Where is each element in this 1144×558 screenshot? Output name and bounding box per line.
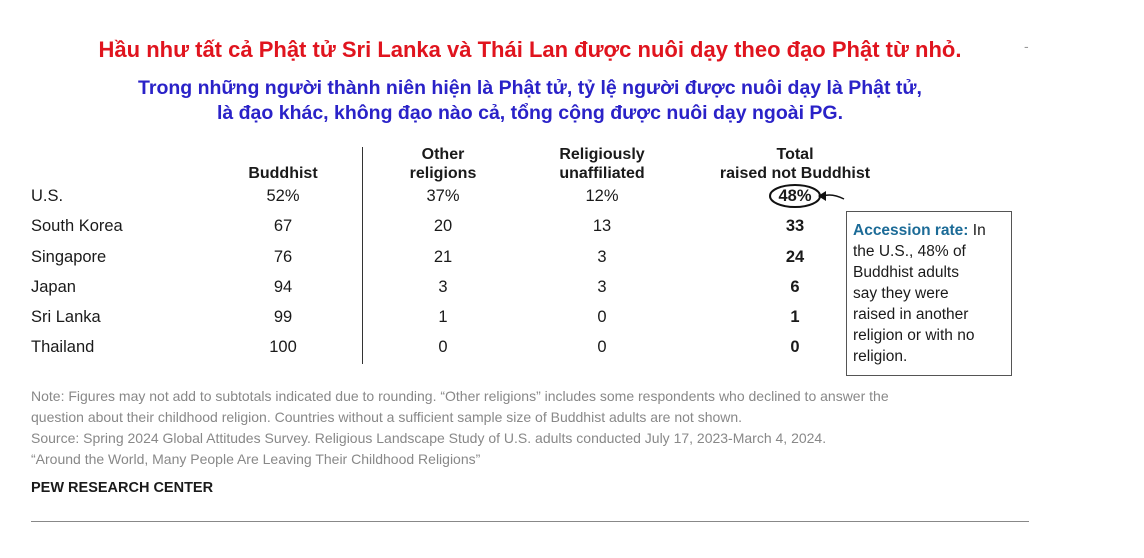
column-header-other-religions: Other religions <box>383 145 503 183</box>
highlight-circle-arrow <box>769 184 845 208</box>
cell-unaffiliated: 13 <box>592 217 612 235</box>
column-header-buddhist: Buddhist <box>223 164 343 183</box>
cell-total: 33 <box>785 217 805 235</box>
cell-unaffiliated: 3 <box>597 278 607 296</box>
subtitle-line-1: Trong những người thành niên hiện là Phậ… <box>138 77 922 99</box>
cell-other-religions: 3 <box>438 278 448 296</box>
annotation-callout: Accession rate: In the U.S., 48% of Budd… <box>846 211 1012 376</box>
cell-total: 0 <box>790 338 800 356</box>
cell-buddhist: 76 <box>273 248 293 266</box>
highlight-ellipse <box>769 184 821 208</box>
organization-credit: PEW RESEARCH CENTER <box>31 480 214 496</box>
table-row: U.S. 52% 37% 12% 48% <box>0 187 840 207</box>
callout-line: religion. <box>853 348 908 365</box>
cell-total: 24 <box>785 248 805 266</box>
cell-other-religions: 20 <box>433 217 453 235</box>
cell-unaffiliated: 0 <box>597 308 607 326</box>
cell-other-religions: 37% <box>426 187 460 205</box>
page-title: Hầu như tất cả Phật tử Sri Lanka và Thái… <box>98 37 962 62</box>
table-row: Japan 94 3 3 6 <box>0 278 840 298</box>
cell-other-religions: 21 <box>433 248 453 266</box>
table-row: Thailand 100 0 0 0 <box>0 338 840 358</box>
arrow-line <box>822 194 845 200</box>
callout-line: religion or with no <box>853 327 975 344</box>
cell-buddhist: 52% <box>266 187 300 205</box>
callout-line: Buddhist adults <box>853 264 959 281</box>
callout-line: raised in another <box>853 306 969 323</box>
cell-unaffiliated: 0 <box>597 338 607 356</box>
cell-unaffiliated: 3 <box>597 248 607 266</box>
cell-buddhist: 94 <box>273 278 293 296</box>
column-header-line: Other <box>421 146 465 163</box>
table-row: South Korea 67 20 13 33 <box>0 217 840 237</box>
cell-total: 48% <box>778 187 812 205</box>
column-header-line: Religiously <box>559 146 645 163</box>
report-title: “Around the World, Many People Are Leavi… <box>31 451 481 467</box>
row-country: Sri Lanka <box>31 308 101 326</box>
cell-buddhist: 99 <box>273 308 293 326</box>
table-row: Sri Lanka 99 1 0 1 <box>0 308 840 328</box>
row-country: U.S. <box>31 187 64 205</box>
arrowhead <box>818 191 826 201</box>
column-header-label: Buddhist <box>248 165 318 182</box>
column-header-line: Total <box>776 146 814 163</box>
callout-line: say they were <box>853 285 949 302</box>
table-row: Singapore 76 21 3 24 <box>0 248 840 268</box>
cell-other-religions: 1 <box>438 308 448 326</box>
cell-buddhist: 100 <box>269 338 297 356</box>
callout-line: the U.S., 48% of <box>853 243 966 260</box>
callout-first-line: Accession rate: In <box>853 220 1005 241</box>
row-country: Japan <box>31 278 76 296</box>
cell-buddhist: 67 <box>273 217 293 235</box>
column-header-line: unaffiliated <box>559 165 645 182</box>
title-mark: - <box>1024 38 1029 54</box>
note-line-2: question about their childhood religion.… <box>31 409 743 425</box>
source-line: Source: Spring 2024 Global Attitudes Sur… <box>31 430 827 446</box>
note-line-1: Note: Figures may not add to subtotals i… <box>31 388 889 404</box>
bottom-divider <box>31 521 1029 522</box>
cell-total: 1 <box>790 308 800 326</box>
subtitle-line-2: là đạo khác, không đạo nào cả, tổng cộng… <box>216 102 844 124</box>
column-header-total: Total raised not Buddhist <box>700 145 890 183</box>
column-header-line: raised not Buddhist <box>719 165 871 182</box>
callout-text: In <box>972 222 986 239</box>
column-divider <box>362 147 363 364</box>
cell-other-religions: 0 <box>438 338 448 356</box>
row-country: Thailand <box>31 338 95 356</box>
column-header-line: religions <box>409 165 477 182</box>
row-country: Singapore <box>31 248 107 266</box>
row-country: South Korea <box>31 217 123 235</box>
cell-total: 6 <box>790 278 800 296</box>
callout-heading: Accession rate: <box>853 222 969 239</box>
column-header-unaffiliated: Religiously unaffiliated <box>532 145 672 183</box>
cell-unaffiliated: 12% <box>585 187 619 205</box>
